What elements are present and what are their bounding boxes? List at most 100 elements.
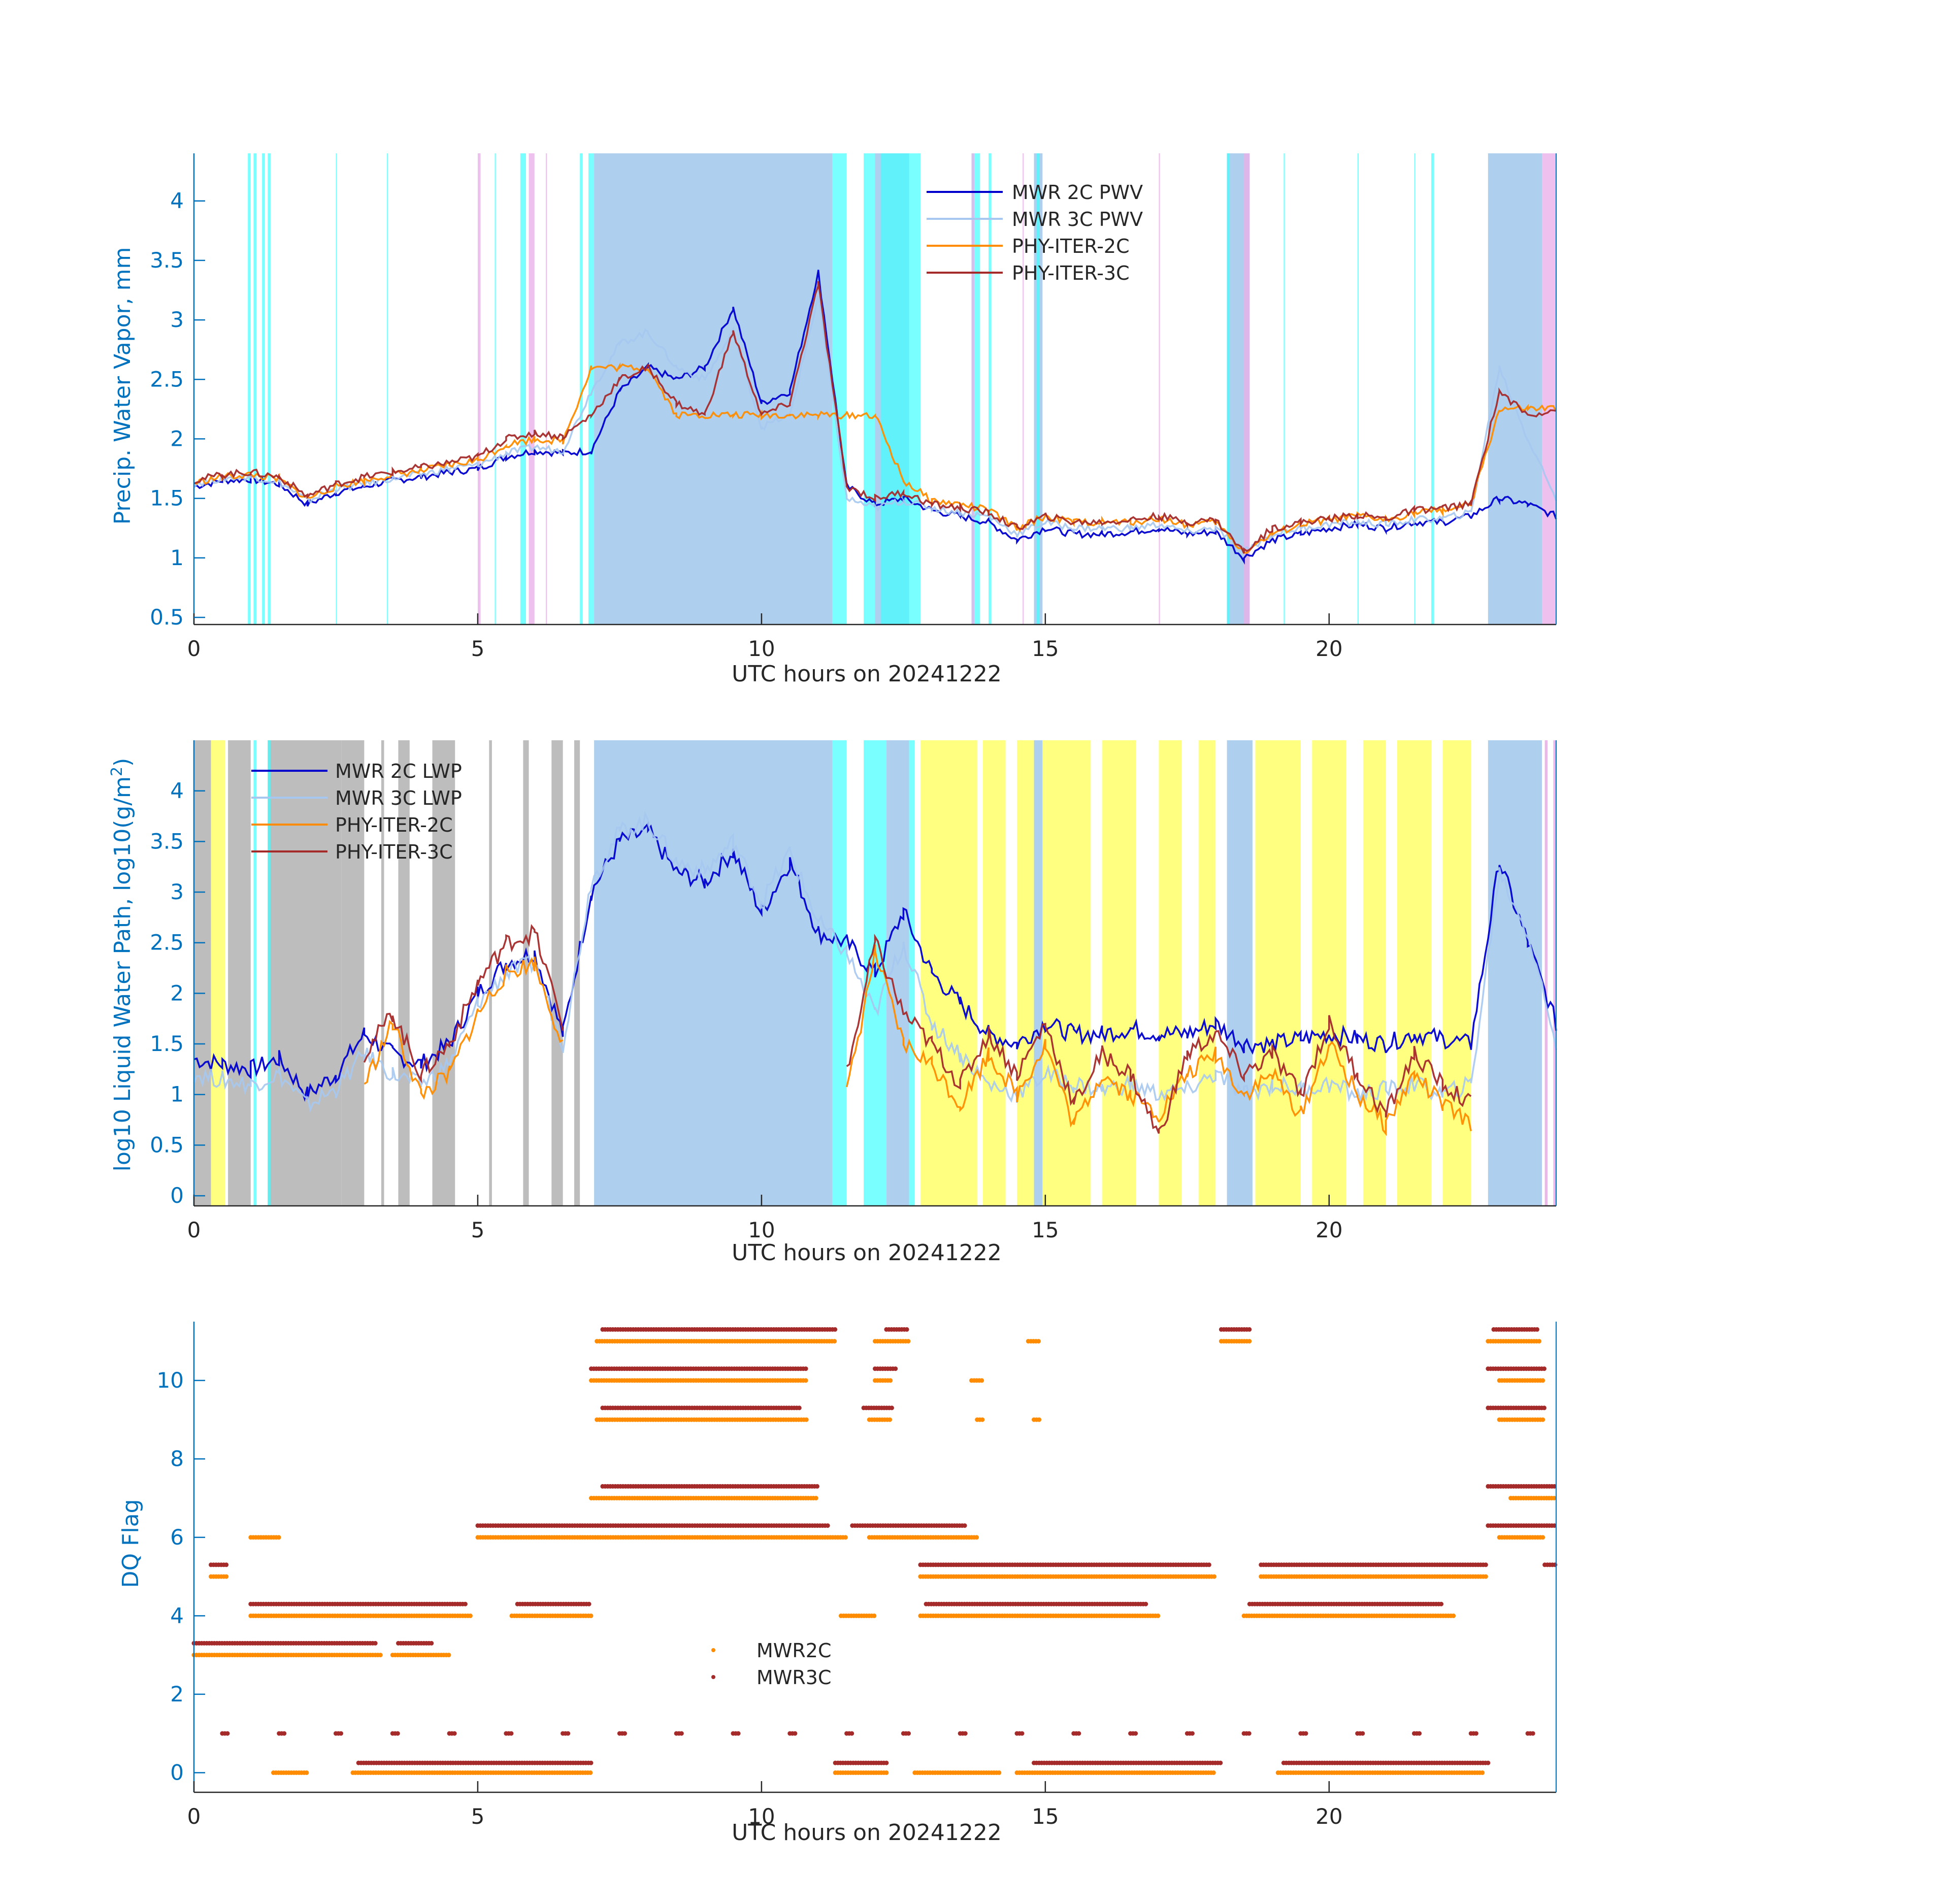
dq-marker bbox=[833, 1327, 838, 1332]
dq-marker bbox=[1190, 1731, 1195, 1736]
y-tick-label: 4 bbox=[170, 778, 184, 803]
dq-marker bbox=[395, 1731, 400, 1736]
dq-marker bbox=[622, 1731, 627, 1736]
dq-marker bbox=[225, 1731, 230, 1736]
lwp-quality-shading bbox=[194, 740, 1556, 1206]
x-tick-label: 10 bbox=[748, 1804, 775, 1829]
x-tick-label: 10 bbox=[748, 1218, 775, 1242]
qc-band bbox=[1102, 740, 1136, 1206]
dq-marker bbox=[997, 1770, 1002, 1775]
dq-marker bbox=[1540, 1535, 1545, 1540]
lwp-legend-label-phy2c: PHY-ITER-2C bbox=[335, 814, 453, 836]
y-tick-label: 4 bbox=[170, 1603, 184, 1628]
dq-marker bbox=[509, 1731, 514, 1736]
dq-marker bbox=[1037, 1417, 1042, 1422]
dq-y-axis-label: DQ Flag bbox=[118, 1499, 144, 1588]
dq-marker bbox=[588, 1770, 593, 1775]
dq-marker bbox=[1486, 1760, 1491, 1765]
y-tick-label: 3.5 bbox=[150, 248, 184, 273]
dq-marker bbox=[1483, 1562, 1488, 1567]
qc-band bbox=[982, 740, 1006, 1206]
dq-marker bbox=[588, 1613, 594, 1618]
dq-marker bbox=[1537, 1339, 1541, 1344]
dq-marker bbox=[884, 1760, 889, 1765]
qc-band bbox=[1255, 740, 1301, 1206]
dq-marker bbox=[1156, 1613, 1161, 1618]
dq-marker bbox=[1211, 1770, 1216, 1775]
lwp-legend-label-mwr2c: MWR 2C LWP bbox=[335, 760, 462, 782]
x-tick-label: 5 bbox=[471, 1218, 485, 1242]
qc-band bbox=[1023, 153, 1024, 625]
dq-marker bbox=[963, 1731, 968, 1736]
dq-marker bbox=[1019, 1731, 1025, 1736]
qc-band bbox=[832, 740, 847, 1206]
dq-legend-label-mwr2c: MWR2C bbox=[756, 1639, 831, 1662]
dq-marker bbox=[452, 1731, 457, 1736]
qc-band bbox=[1312, 740, 1346, 1206]
dq-marker bbox=[1246, 1731, 1252, 1736]
qc-band bbox=[268, 153, 271, 625]
dq-marker bbox=[974, 1535, 979, 1540]
qc-band bbox=[920, 740, 977, 1206]
dq-marker bbox=[1417, 1731, 1422, 1736]
qc-band bbox=[1363, 740, 1386, 1206]
y-tick-label: 3.5 bbox=[150, 829, 184, 853]
lwp-axes: 0 5 10 15 20 0 0.5 1 1.5 2 2.5 3 3.5 4 bbox=[150, 740, 1557, 1242]
dq-marker bbox=[813, 1496, 818, 1501]
dq-marker bbox=[815, 1484, 819, 1489]
series-line-mwr-2c-pwv bbox=[193, 270, 1557, 565]
dq-marker bbox=[1076, 1731, 1081, 1736]
qc-band bbox=[588, 153, 595, 625]
dq-x-axis-label: UTC hours on 20241222 bbox=[732, 1820, 1002, 1846]
lwp-x-axis-label: UTC hours on 20241222 bbox=[732, 1240, 1002, 1266]
y-tick-label: 8 bbox=[170, 1446, 184, 1471]
x-tick-label: 15 bbox=[1032, 1218, 1059, 1242]
dq-marker bbox=[849, 1731, 854, 1736]
qc-band bbox=[1488, 153, 1542, 625]
qc-band bbox=[520, 153, 526, 625]
pwv-panel: 0 5 10 15 20 0.5 1 1.5 2 2.5 3 3.5 4 UTC hours on 20… bbox=[110, 153, 1557, 687]
dq-marker bbox=[843, 1535, 848, 1540]
dq-marker bbox=[429, 1640, 434, 1646]
y-tick-label: 0 bbox=[170, 1183, 184, 1208]
dq-marker bbox=[893, 1366, 898, 1371]
dq-marker bbox=[1212, 1574, 1216, 1579]
dq-marker bbox=[1473, 1731, 1478, 1736]
x-tick-label: 0 bbox=[187, 1804, 201, 1829]
qc-band bbox=[594, 740, 833, 1206]
dq-flag-markers bbox=[191, 1327, 1558, 1775]
y-tick-label: 1 bbox=[170, 1082, 184, 1107]
qc-band bbox=[1045, 740, 1091, 1206]
qc-band bbox=[495, 153, 496, 625]
dq-marker bbox=[797, 1405, 802, 1410]
dq-marker bbox=[906, 1339, 911, 1344]
dq-marker bbox=[1451, 1613, 1456, 1618]
x-tick-label: 10 bbox=[748, 636, 775, 661]
pwv-legend: MWR 2C PWV MWR 3C PWV PHY-ITER-2C PHY-IT… bbox=[927, 181, 1143, 284]
dq-marker bbox=[1542, 1405, 1546, 1410]
dq-marker bbox=[1036, 1339, 1041, 1344]
dq-marker bbox=[588, 1760, 594, 1765]
qc-band bbox=[909, 740, 915, 1206]
y-tick-label: 2 bbox=[170, 1682, 184, 1706]
qc-band bbox=[253, 740, 256, 1206]
dq-marker bbox=[1530, 1731, 1535, 1736]
qc-band bbox=[268, 740, 271, 1206]
series-line-phy-iter-3c bbox=[363, 924, 1472, 1134]
pwv-quality-shading bbox=[248, 153, 1556, 625]
dq-marker bbox=[872, 1613, 877, 1618]
qc-band bbox=[1553, 740, 1556, 1206]
lwp-y-axis-label-sup: 2 bbox=[108, 767, 126, 776]
y-tick-label: 2 bbox=[170, 426, 184, 451]
qc-band bbox=[211, 740, 225, 1206]
lwp-y-axis-label: log10 Liquid Water Path, log10(g/m2) bbox=[108, 758, 136, 1172]
qc-band bbox=[1414, 153, 1416, 625]
dq-marker bbox=[736, 1731, 741, 1736]
pwv-legend-label-mwr3c: MWR 3C PWV bbox=[1012, 208, 1143, 231]
dq-marker bbox=[468, 1613, 473, 1618]
dq-marker bbox=[1552, 1523, 1557, 1528]
y-tick-label: 4 bbox=[170, 188, 184, 213]
qc-band bbox=[1488, 740, 1542, 1206]
dq-marker bbox=[304, 1770, 309, 1775]
y-tick-label: 10 bbox=[157, 1368, 184, 1393]
